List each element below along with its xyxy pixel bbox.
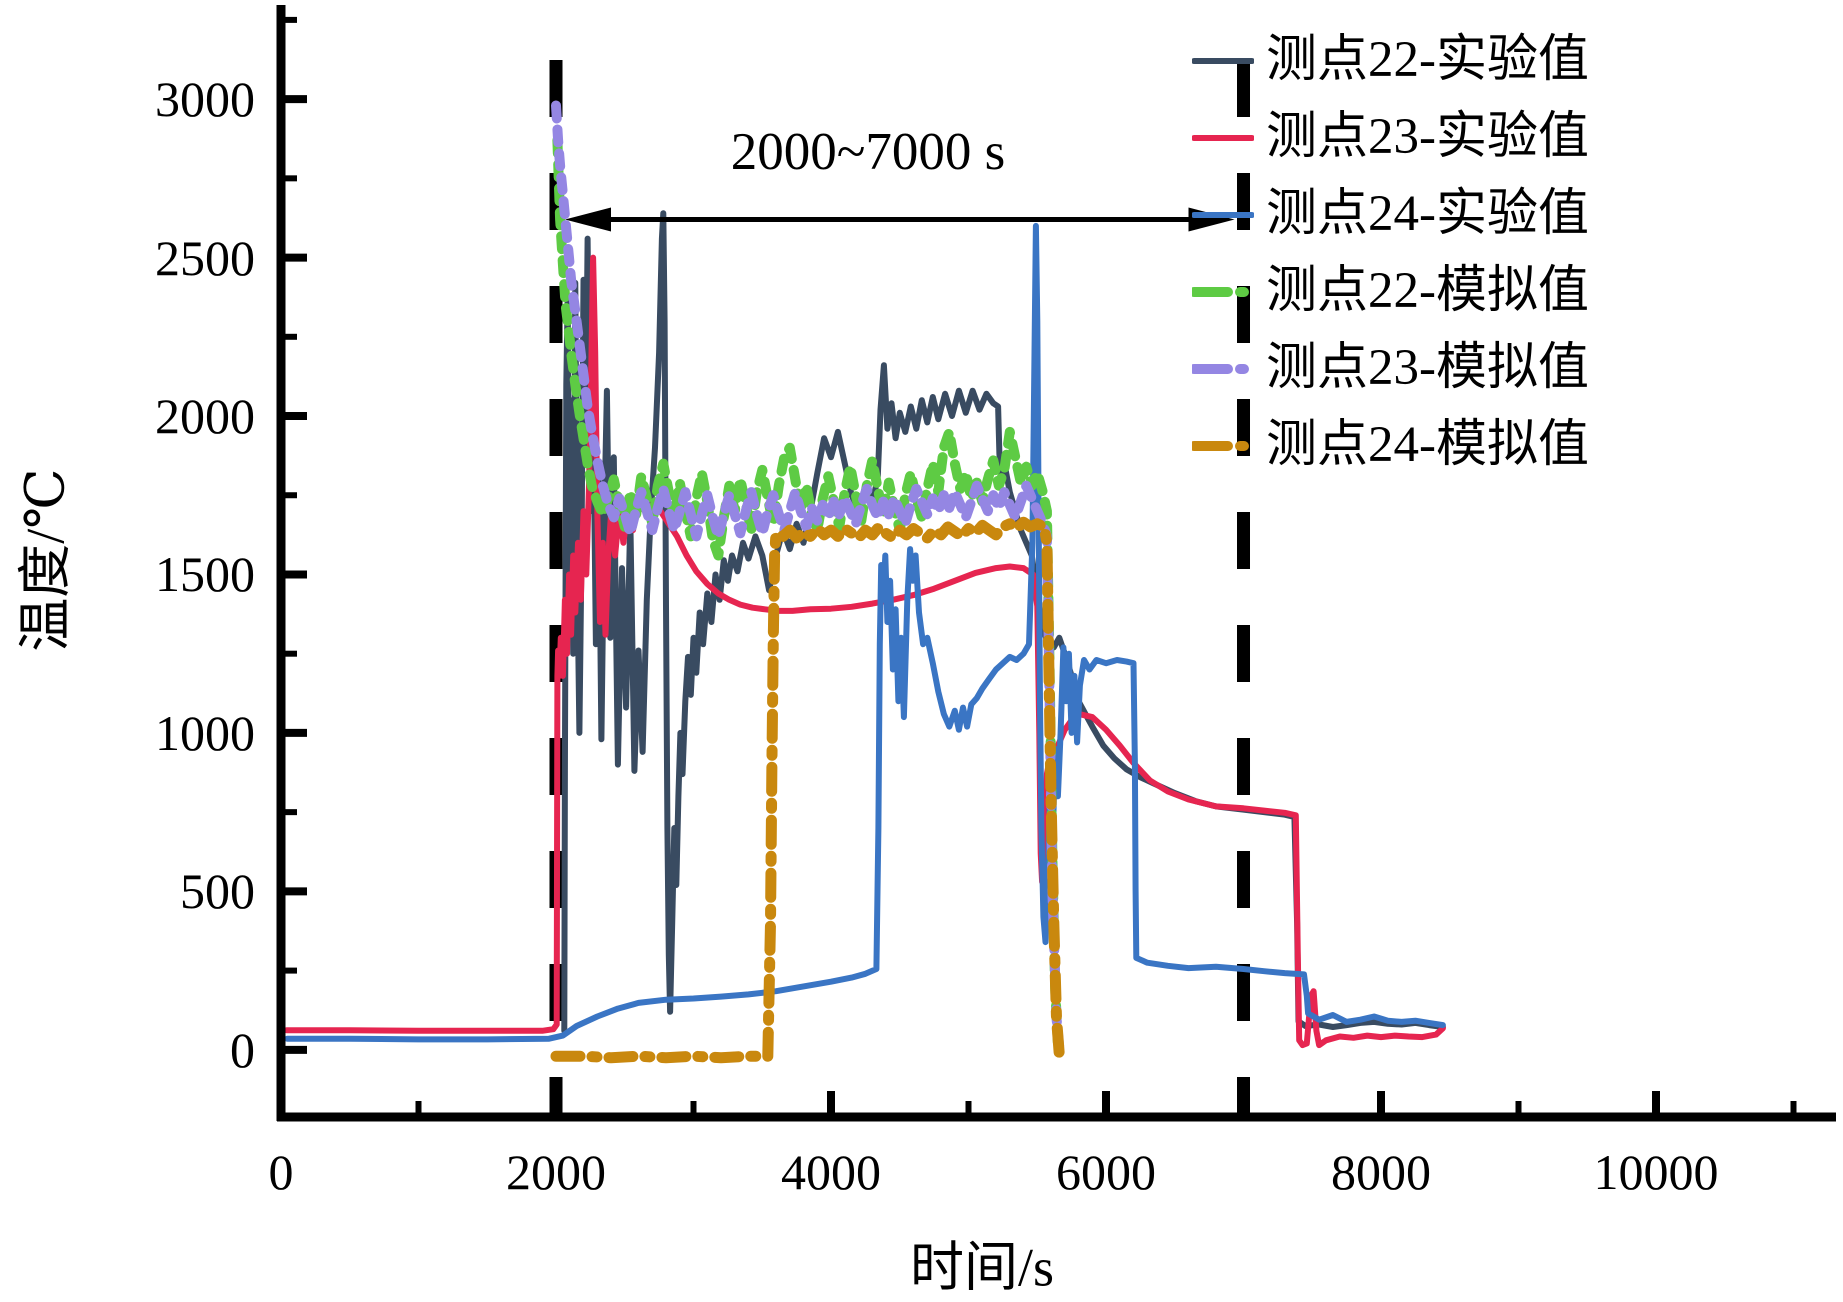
- series-测点23-模拟值: [551, 100, 1065, 1060]
- legend-row-2: 测点23-实验值: [1192, 99, 1589, 176]
- x-axis-title: 时间/s: [909, 1237, 1055, 1298]
- x-tick-label-2000: 2000: [506, 1144, 606, 1200]
- range-annotation: 2000~7000 s: [730, 123, 1006, 181]
- legend-sample-line: [1192, 286, 1254, 297]
- legend-row-4: 测点22-模拟值: [1192, 253, 1589, 330]
- annotation-arrowhead-left: [565, 207, 612, 232]
- x-tick-label-8000: 8000: [1331, 1144, 1431, 1200]
- y-tick-label-1000: 1000: [155, 704, 255, 761]
- legend-label: 测点23-模拟值: [1266, 340, 1589, 396]
- legend-label: 测点23-实验值: [1266, 109, 1589, 165]
- legend-label: 测点24-实验值: [1266, 186, 1589, 242]
- legend-sample-line: [1192, 211, 1254, 218]
- y-axis-title: 温度/℃: [15, 468, 76, 652]
- y-tick-label-500: 500: [180, 863, 255, 920]
- legend-row-3: 测点24-实验值: [1192, 176, 1589, 253]
- legend-sample-line: [1192, 57, 1254, 64]
- y-tick-label-3000: 3000: [155, 71, 255, 128]
- legend-label: 测点22-模拟值: [1266, 263, 1589, 319]
- series-测点24-模拟值: [550, 516, 1065, 1064]
- series-测点24-实验值: [284, 222, 1446, 1043]
- legend: 测点22-实验值 测点23-实验值 测点24-实验值 测点22-模拟值 测点23-模拟值…: [1192, 22, 1589, 484]
- x-tick-label-0: 0: [268, 1144, 294, 1200]
- legend-row-1: 测点22-实验值: [1192, 22, 1589, 99]
- legend-label: 测点24-模拟值: [1266, 417, 1589, 473]
- series-测点23-实验值: [283, 254, 1446, 1049]
- y-tick-label-2500: 2500: [155, 229, 255, 286]
- legend-sample-line: [1192, 134, 1254, 141]
- legend-row-6: 测点24-模拟值: [1192, 407, 1589, 484]
- series-测点22-实验值: [561, 210, 1446, 1034]
- y-tick-label-1500: 1500: [155, 546, 255, 603]
- legend-row-5: 测点23-模拟值: [1192, 330, 1589, 407]
- legend-sample-line: [1192, 363, 1254, 374]
- legend-sample-line: [1192, 440, 1254, 451]
- x-tick-label-6000: 6000: [1056, 1144, 1156, 1200]
- legend-label: 测点22-实验值: [1266, 32, 1589, 88]
- y-tick-label-0: 0: [230, 1021, 255, 1078]
- y-tick-label-2000: 2000: [155, 388, 255, 445]
- x-tick-label-10000: 10000: [1593, 1144, 1719, 1200]
- x-tick-label-4000: 4000: [781, 1144, 881, 1200]
